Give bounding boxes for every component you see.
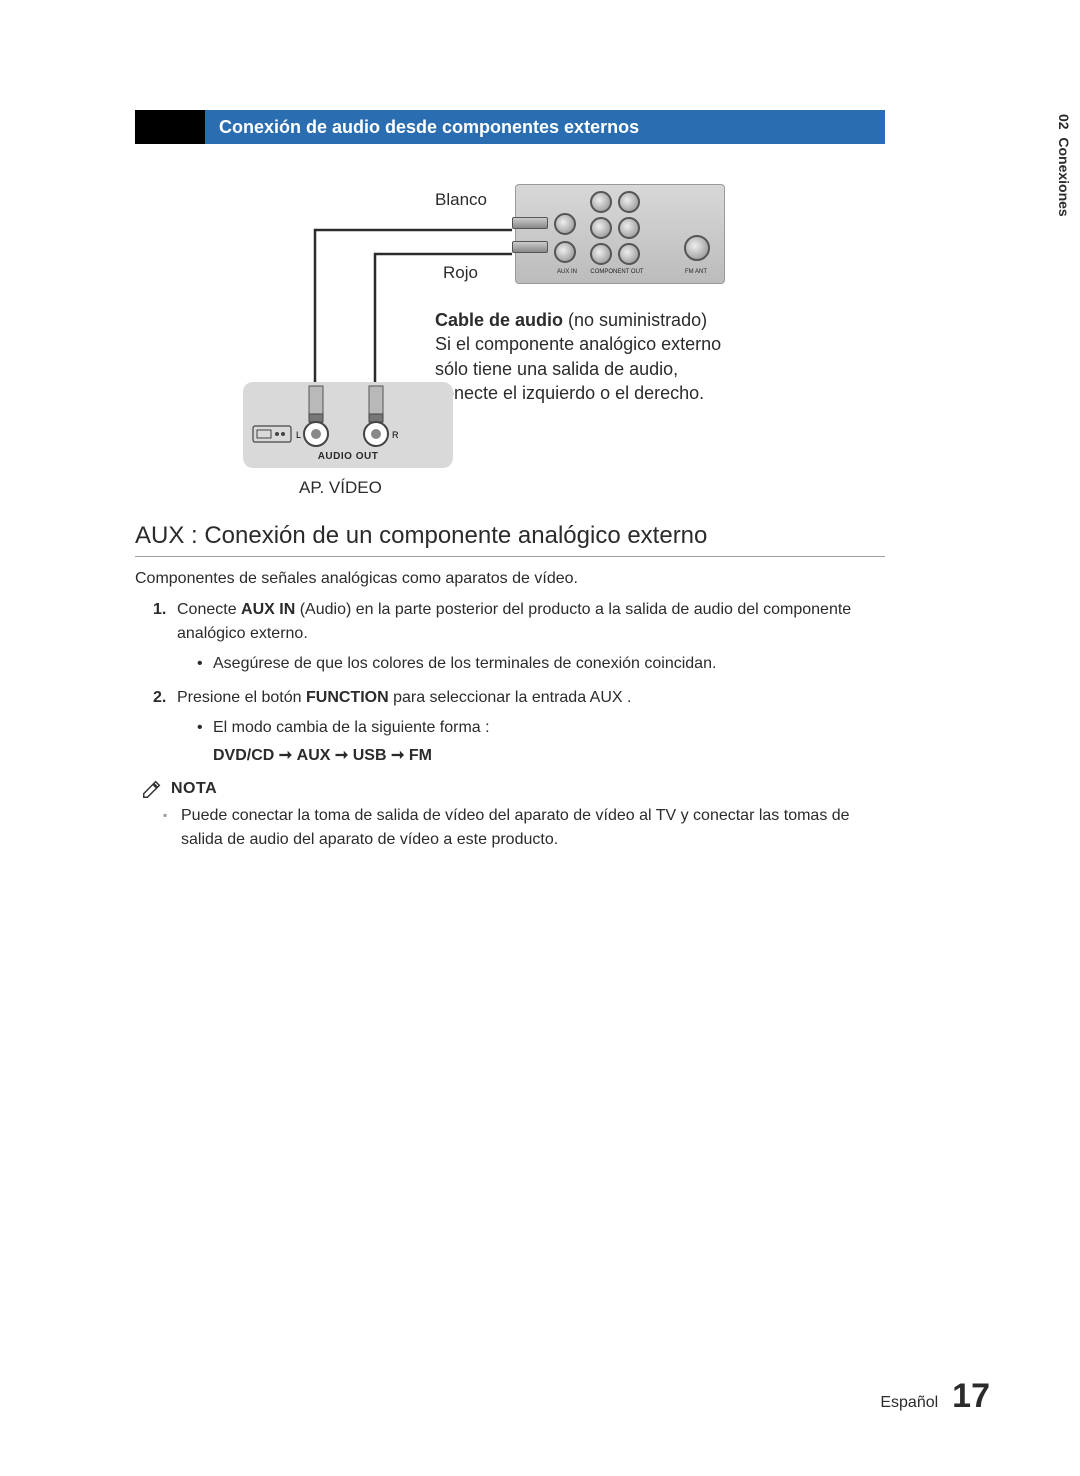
step2-bullet1: El modo cambia de la siguiente forma :: [197, 716, 885, 740]
audio-out-label: AUDIO OUT: [243, 451, 453, 462]
page-content: Conexión de audio desde componentes exte…: [135, 110, 885, 852]
arrow-icon: ➞: [279, 747, 297, 764]
chapter-number: 02: [1056, 114, 1072, 130]
section-header-bar: Conexión de audio desde componentes exte…: [135, 110, 885, 144]
step1-pre: Conecte: [177, 601, 241, 618]
step2-post: para seleccionar la entrada AUX .: [389, 689, 632, 706]
cable-caption: Cable de audio (no suministrado) Si el c…: [435, 308, 745, 405]
mode-4: FM: [409, 747, 432, 764]
footer-page-number: 17: [952, 1377, 990, 1416]
nota-label: NOTA: [171, 780, 217, 798]
svg-text:R: R: [392, 430, 399, 440]
pencil-icon: [141, 778, 163, 800]
header-lead-black: [135, 110, 205, 144]
steps-list: Conecte AUX IN (Audio) en la parte poste…: [135, 598, 885, 768]
step2-pre: Presione el botón: [177, 689, 306, 706]
step2-bold: FUNCTION: [306, 689, 389, 706]
chapter-title: Conexiones: [1056, 137, 1072, 216]
svg-text:L: L: [296, 430, 301, 440]
caption-lead-paren: (no suministrado): [563, 310, 707, 330]
step1-bullet1: Asegúrese de que los colores de los term…: [197, 652, 885, 676]
arrow-icon: ➞: [335, 747, 353, 764]
page-footer: Español 17: [880, 1377, 990, 1416]
chapter-label: 02 Conexiones: [1056, 114, 1072, 217]
vcr-device-box: L R AUDIO OUT: [243, 382, 453, 468]
mode-1: DVD/CD: [213, 747, 274, 764]
ap-video-label: AP. VÍDEO: [299, 478, 382, 498]
step1-bold: AUX IN: [241, 601, 295, 618]
step2-bullets: El modo cambia de la siguiente forma :: [177, 716, 885, 740]
caption-lead: Cable de audio: [435, 310, 563, 330]
nota-body: Puede conectar la toma de salida de víde…: [135, 804, 885, 852]
connection-diagram: Blanco Rojo AUX IN COMPONENT OUT FM ANT: [135, 168, 885, 508]
mode-2: AUX: [297, 747, 331, 764]
section-intro: Componentes de señales analógicas como a…: [135, 567, 885, 590]
caption-body: Si el componente analógico externo sólo …: [435, 334, 721, 403]
header-title: Conexión de audio desde componentes exte…: [205, 110, 885, 144]
step-1: Conecte AUX IN (Audio) en la parte poste…: [157, 598, 885, 676]
side-tab: 02 Conexiones: [1052, 110, 1080, 580]
nota-row: NOTA: [135, 778, 885, 800]
mode-sequence: DVD/CD ➞ AUX ➞ USB ➞ FM: [177, 744, 885, 768]
step-2: Presione el botón FUNCTION para seleccio…: [157, 686, 885, 768]
section-heading: AUX : Conexión de un componente analógic…: [135, 522, 885, 557]
arrow-icon: ➞: [391, 747, 409, 764]
step1-bullets: Asegúrese de que los colores de los term…: [177, 652, 885, 676]
footer-language: Español: [880, 1394, 938, 1412]
mode-3: USB: [353, 747, 387, 764]
